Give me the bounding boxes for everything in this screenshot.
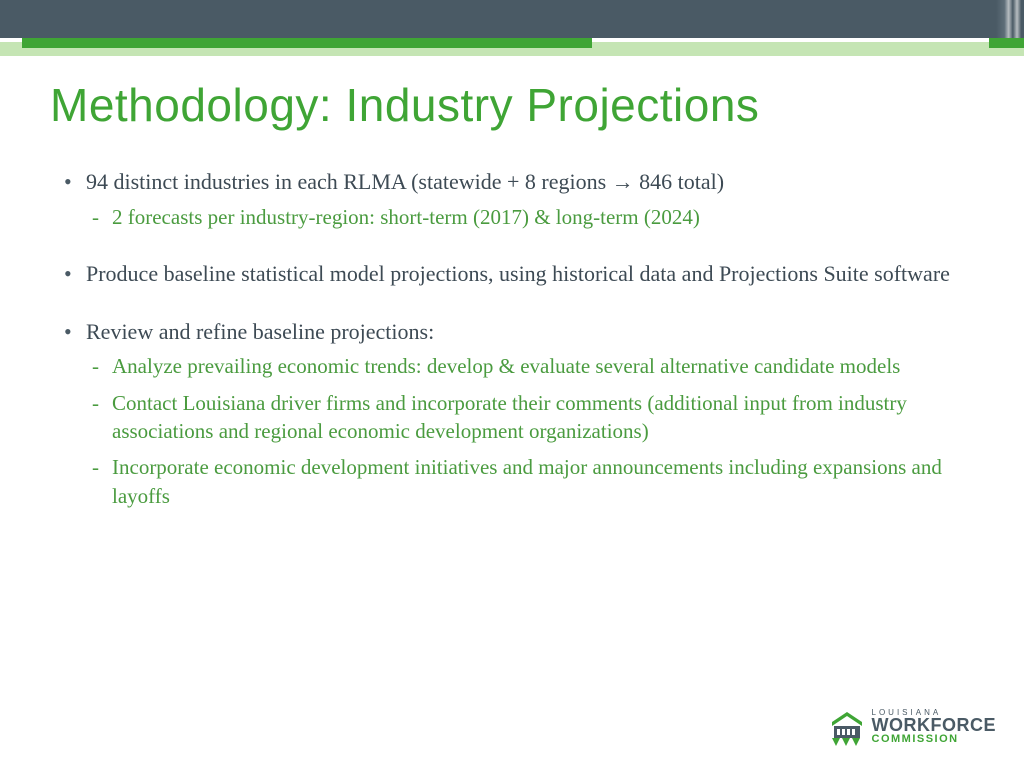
bullet-list: 94 distinct industries in each RLMA (sta… bbox=[60, 167, 964, 510]
sub-list: Analyze prevailing economic trends: deve… bbox=[86, 352, 964, 510]
logo-text: LOUISIANA WORKFORCE COMMISSION bbox=[872, 709, 997, 744]
slide-content: 94 distinct industries in each RLMA (sta… bbox=[60, 167, 964, 510]
sub-item: Contact Louisiana driver firms and incor… bbox=[86, 389, 964, 446]
workforce-logo: LOUISIANA WORKFORCE COMMISSION bbox=[828, 706, 997, 748]
slide-title: Methodology: Industry Projections bbox=[50, 78, 1024, 132]
header-bar bbox=[0, 0, 1024, 38]
header-edge-decoration bbox=[996, 0, 1024, 38]
bullet-item: Review and refine baseline projections: … bbox=[60, 317, 964, 510]
stripe-dark-left bbox=[22, 38, 592, 48]
bullet-text: Review and refine baseline projections: bbox=[86, 319, 434, 344]
logo-line3: COMMISSION bbox=[872, 734, 997, 744]
bullet-text: Produce baseline statistical model proje… bbox=[86, 261, 950, 286]
stripe-dark-right bbox=[989, 38, 1024, 48]
sub-item: Analyze prevailing economic trends: deve… bbox=[86, 352, 964, 380]
bullet-text: 94 distinct industries in each RLMA (sta… bbox=[86, 169, 724, 194]
sub-item: Incorporate economic development initiat… bbox=[86, 453, 964, 510]
logo-line2: WORKFORCE bbox=[872, 717, 997, 734]
logo-icon bbox=[828, 706, 866, 748]
bullet-item: 94 distinct industries in each RLMA (sta… bbox=[60, 167, 964, 231]
sub-item: 2 forecasts per industry-region: short-t… bbox=[86, 203, 964, 231]
green-stripe bbox=[0, 38, 1024, 60]
bullet-item: Produce baseline statistical model proje… bbox=[60, 259, 964, 289]
sub-list: 2 forecasts per industry-region: short-t… bbox=[86, 203, 964, 231]
